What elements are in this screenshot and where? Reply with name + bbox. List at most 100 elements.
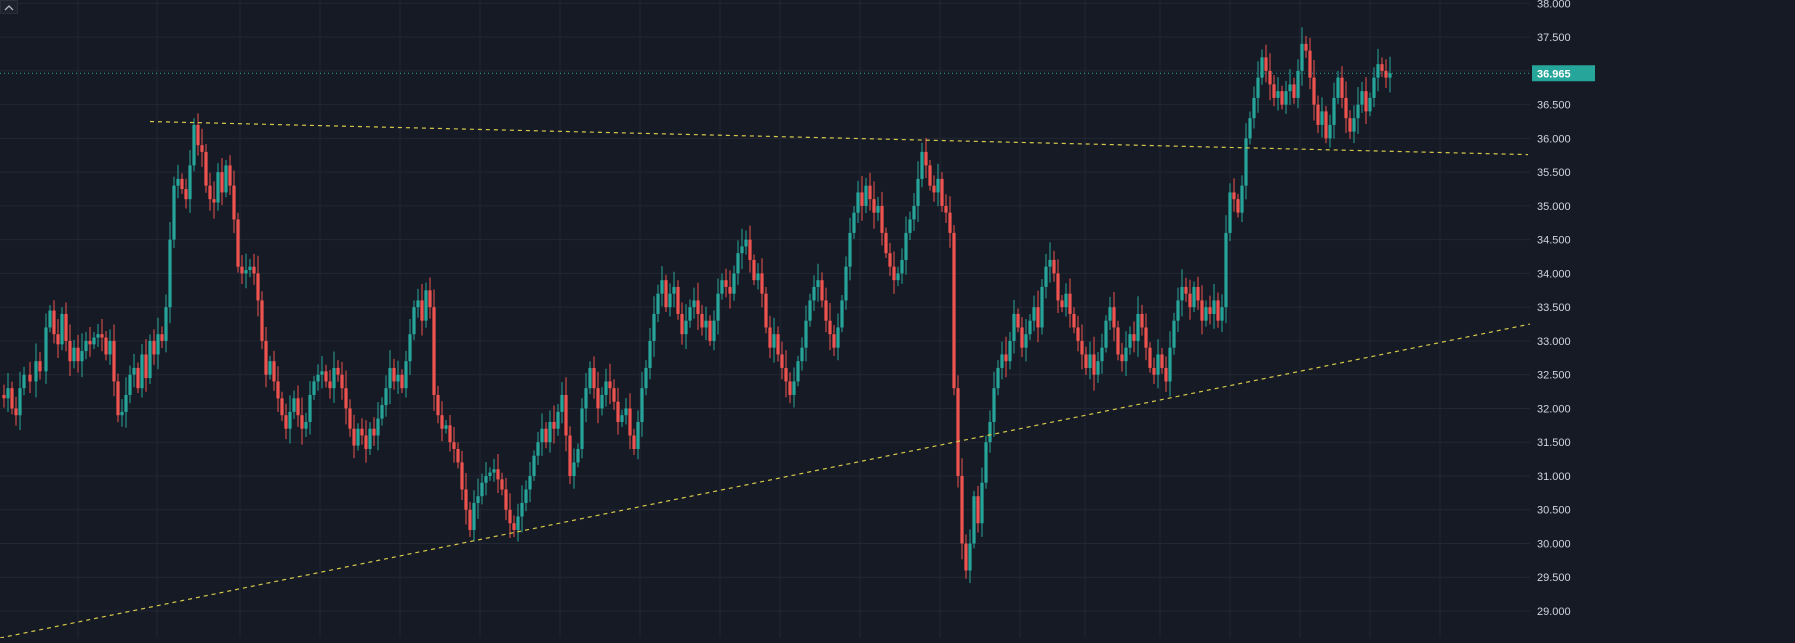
candle-body	[60, 313, 64, 345]
candle-body	[1380, 64, 1384, 71]
candle-body	[376, 418, 380, 436]
candle-body	[112, 340, 116, 382]
candle-body	[396, 374, 400, 382]
candle-body	[320, 371, 324, 375]
candle-body	[208, 185, 212, 200]
candle-body	[72, 347, 76, 362]
candle-body	[1096, 361, 1100, 375]
candle-body	[916, 178, 920, 206]
candle-body	[996, 367, 1000, 389]
collapse-button[interactable]	[0, 0, 18, 14]
candle-body	[1248, 118, 1252, 139]
candle-body	[336, 367, 340, 375]
candle-body	[776, 334, 780, 355]
candle-body	[100, 334, 104, 338]
candle-body	[38, 361, 42, 372]
candle-body	[1264, 57, 1268, 71]
candle-body	[788, 381, 792, 395]
candle-body	[1128, 334, 1132, 348]
candle-body	[316, 374, 320, 382]
candle-body	[1180, 286, 1184, 301]
candle-body	[1084, 354, 1088, 368]
candle-body	[1104, 320, 1108, 348]
candle-body	[708, 320, 712, 341]
candle-body	[1052, 259, 1056, 274]
candle-body	[372, 428, 376, 436]
candle-body	[248, 266, 252, 271]
y-axis-label: 30.000	[1537, 538, 1571, 550]
candle-body	[1276, 91, 1280, 98]
candle-body	[412, 307, 416, 335]
candle-body	[604, 381, 608, 395]
y-axis-label: 31.000	[1537, 471, 1571, 483]
candle-body	[536, 442, 540, 456]
candle-body	[676, 286, 680, 314]
candle-body	[1040, 286, 1044, 328]
candle-body	[1004, 354, 1008, 362]
candle-body	[964, 543, 968, 571]
candle-body	[672, 286, 676, 294]
candle-body	[1032, 307, 1036, 321]
candle-body	[1036, 307, 1040, 328]
candle-body	[836, 327, 840, 348]
candle-body	[644, 367, 648, 389]
candle-body	[1116, 327, 1120, 355]
candle-body	[416, 300, 420, 308]
candle-body	[1304, 43, 1308, 51]
candle-body	[744, 239, 748, 247]
candle-body	[432, 307, 436, 395]
candle-body	[1364, 91, 1368, 112]
candle-body	[464, 489, 468, 510]
candle-body	[224, 165, 228, 193]
candle-body	[732, 273, 736, 294]
candle-body	[260, 300, 264, 341]
candle-body	[156, 334, 160, 355]
last-price-badge	[1532, 65, 1595, 82]
candle-body	[628, 408, 632, 436]
candle-body	[1024, 334, 1028, 348]
candle-body	[148, 340, 152, 379]
y-axis-label: 33.500	[1537, 302, 1571, 314]
candle-body	[1360, 91, 1364, 105]
candle-body	[332, 367, 336, 389]
candle-body	[448, 425, 452, 443]
candle-body	[932, 185, 936, 193]
candle-body	[280, 398, 284, 416]
candle-body	[1352, 118, 1356, 132]
candle-body	[488, 472, 492, 476]
candle-body	[1184, 286, 1188, 294]
candle-body	[724, 280, 728, 287]
candle-body	[1132, 334, 1136, 341]
candle-body	[1168, 347, 1172, 382]
candle-body	[632, 435, 636, 449]
candle-body	[768, 327, 772, 348]
candle-body	[124, 394, 128, 412]
candle-body	[52, 310, 56, 335]
candle-body	[532, 455, 536, 476]
candle-body	[56, 334, 60, 345]
candle-body	[1340, 77, 1344, 98]
candle-body	[528, 475, 532, 490]
candle-body	[140, 354, 144, 389]
candle-body	[480, 482, 484, 497]
candle-body	[952, 232, 956, 389]
candle-body	[908, 219, 912, 233]
candle-body	[1308, 50, 1312, 78]
candle-body	[696, 300, 700, 314]
candle-body	[160, 334, 164, 341]
candle-body	[652, 313, 656, 341]
candle-body	[1336, 77, 1340, 98]
candle-body	[704, 320, 708, 328]
candle-body	[120, 411, 124, 416]
candle-body	[876, 205, 880, 213]
candle-body	[900, 259, 904, 274]
candle-body	[1376, 64, 1380, 78]
candle-body	[1356, 104, 1360, 119]
candle-body	[456, 448, 460, 463]
candle-body	[196, 124, 200, 146]
candle-body	[892, 266, 896, 281]
candle-body	[108, 340, 112, 355]
candle-body	[1144, 327, 1148, 348]
